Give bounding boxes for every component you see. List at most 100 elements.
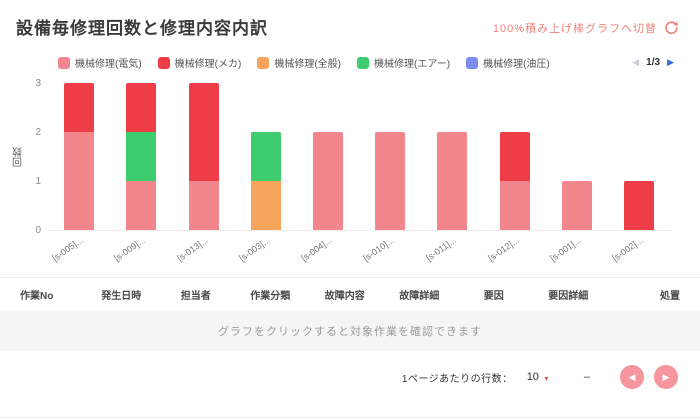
- bar-segment[interactable]: [623, 181, 654, 230]
- stacked-bar[interactable]: [375, 132, 406, 230]
- column-header: 要因: [483, 291, 504, 302]
- bar-segment[interactable]: [188, 181, 219, 230]
- column-header: 発生日時: [101, 291, 142, 302]
- bar-group[interactable]: [s-003]...: [235, 84, 297, 263]
- bar-segment[interactable]: [437, 132, 468, 230]
- bar-group[interactable]: [s-002]...: [608, 84, 670, 263]
- bar-segment[interactable]: [250, 181, 281, 230]
- stacked-bar[interactable]: [64, 83, 95, 230]
- legend-pager: ◀ 1/3 ▶: [632, 57, 674, 68]
- legend-item[interactable]: 機械修理(メカ): [157, 55, 241, 70]
- toggle-label: 100%積み上げ棒グラフへ切替: [492, 22, 657, 35]
- x-axis-label: [s-004]...: [299, 235, 334, 264]
- legend-item[interactable]: 機械修理(エアー): [357, 55, 450, 70]
- column-header: 故障詳細: [399, 291, 440, 302]
- next-arrow-icon: ▶: [662, 371, 670, 382]
- column-header: 要因詳細: [548, 291, 589, 302]
- legend-label: 機械修理(電気): [75, 59, 142, 70]
- stacked-bar[interactable]: [188, 83, 219, 230]
- bar-segment[interactable]: [250, 132, 281, 181]
- legend-items: 機械修理(電気) 機械修理(メカ) 機械修理(全般) 機械修理(エアー) 機械修理(油圧…: [58, 55, 550, 70]
- y-tick-label: 0: [35, 225, 41, 236]
- rows-per-page-value: 10: [526, 371, 539, 383]
- legend-swatch-icon: [357, 56, 370, 69]
- switch-chart-icon: [663, 19, 680, 36]
- y-tick-label: 3: [35, 78, 41, 89]
- x-axis-label: [s-010]...: [361, 235, 396, 264]
- work-table-header: 作業No 発生日時 担当者 作業分類 故障内容 故障詳細 要因 要因詳細 処置: [0, 277, 700, 311]
- bar-segment[interactable]: [561, 181, 592, 230]
- x-axis-label: [s-009]...: [112, 235, 148, 264]
- y-tick-label: 1: [35, 176, 41, 187]
- legend-prev-icon[interactable]: ◀: [632, 57, 640, 67]
- bar-group[interactable]: [s-001]...: [546, 84, 608, 263]
- stacked-bar[interactable]: [561, 181, 592, 230]
- x-axis-label: [s-013]...: [174, 235, 210, 264]
- x-axis-label: [s-002]...: [610, 235, 645, 264]
- chart-plot-area: [s-005]... [s-009]... [s-013]... [s-003]...…: [48, 83, 670, 263]
- empty-table-message: グラフをクリックすると対象作業を確認できます: [0, 311, 700, 351]
- x-axis-label: [s-011]...: [424, 235, 459, 263]
- bar-segment[interactable]: [499, 132, 530, 181]
- bar-group[interactable]: [s-010]...: [359, 84, 421, 263]
- bar-group[interactable]: [s-011]...: [421, 84, 483, 263]
- bar-segment[interactable]: [126, 132, 157, 181]
- bar-segment[interactable]: [64, 83, 95, 132]
- page-title: 設備毎修理回数と修理内容内訳: [16, 19, 268, 38]
- bar-segment[interactable]: [126, 83, 157, 132]
- legend-label: 機械修理(エアー): [374, 59, 451, 70]
- rows-per-page-select[interactable]: 10 ▼: [527, 371, 550, 383]
- legend-item[interactable]: 機械修理(全般): [257, 55, 341, 70]
- bar-group[interactable]: [s-005]...: [48, 83, 110, 263]
- column-header: 処置: [660, 291, 680, 302]
- legend-swatch-icon: [157, 56, 170, 69]
- column-header: 作業分類: [250, 291, 291, 302]
- legend-swatch-icon: [257, 56, 270, 69]
- pagination-next-button[interactable]: ▶: [654, 365, 678, 389]
- page-header: 設備毎修理回数と修理内容内訳 100%積み上げ棒グラフへ切替: [0, 0, 700, 39]
- bar-segment[interactable]: [188, 83, 219, 181]
- x-axis-label: [s-001]...: [548, 235, 583, 264]
- legend-label: 機械修理(油圧): [483, 59, 550, 70]
- stacked-bar[interactable]: [250, 132, 281, 230]
- bar-group[interactable]: [s-004]...: [297, 84, 359, 263]
- bar-segment[interactable]: [375, 132, 406, 230]
- stacked-bar[interactable]: [126, 83, 157, 230]
- prev-arrow-icon: ◀: [628, 371, 636, 382]
- x-axis-label: [s-003]...: [237, 235, 272, 264]
- pagination-prev-button[interactable]: ◀: [620, 365, 644, 389]
- stacked-bar[interactable]: [499, 132, 530, 230]
- legend-next-icon[interactable]: ▶: [667, 57, 674, 67]
- stacked-bar[interactable]: [623, 181, 654, 230]
- legend-item[interactable]: 機械修理(油圧): [466, 55, 550, 70]
- column-header: 作業No: [20, 291, 54, 302]
- y-tick-label: 2: [35, 127, 41, 138]
- stacked-bar[interactable]: [312, 132, 343, 230]
- legend-label: 機械修理(全般): [274, 59, 342, 70]
- x-axis-label: [s-012]...: [485, 235, 521, 264]
- legend-item[interactable]: 機械修理(電気): [58, 55, 142, 70]
- range-text: –: [583, 371, 590, 383]
- chart-legend: 機械修理(電気) 機械修理(メカ) 機械修理(全般) 機械修理(エアー) 機械修理(油圧…: [0, 39, 700, 78]
- y-axis-title: 回数: [13, 147, 25, 168]
- legend-page-indicator: 1/3: [646, 57, 661, 68]
- stacked-bar[interactable]: [437, 132, 468, 230]
- bar-segment[interactable]: [126, 181, 157, 230]
- legend-swatch-icon: [466, 56, 479, 69]
- bar-group[interactable]: [s-013]...: [172, 83, 234, 263]
- switch-to-100-stacked-button[interactable]: 100%積み上げ棒グラフへ切替: [493, 19, 680, 36]
- bar-group[interactable]: [s-009]...: [110, 83, 172, 263]
- bar-group[interactable]: [s-012]...: [483, 84, 545, 263]
- bar-segment[interactable]: [312, 132, 343, 230]
- table-pagination: 1ページあたりの行数： 10 ▼ – ◀ ▶: [0, 351, 700, 403]
- dropdown-arrow-icon: ▼: [542, 375, 550, 383]
- rows-per-page-label: 1ページあたりの行数：: [401, 373, 513, 385]
- bar-segment[interactable]: [64, 132, 95, 230]
- column-header: 故障内容: [324, 291, 365, 302]
- legend-swatch-icon: [58, 56, 70, 69]
- bar-segment[interactable]: [499, 181, 530, 230]
- y-axis-ticks: 0 1 2 3: [26, 79, 48, 236]
- x-axis-label: [s-005]...: [50, 235, 85, 264]
